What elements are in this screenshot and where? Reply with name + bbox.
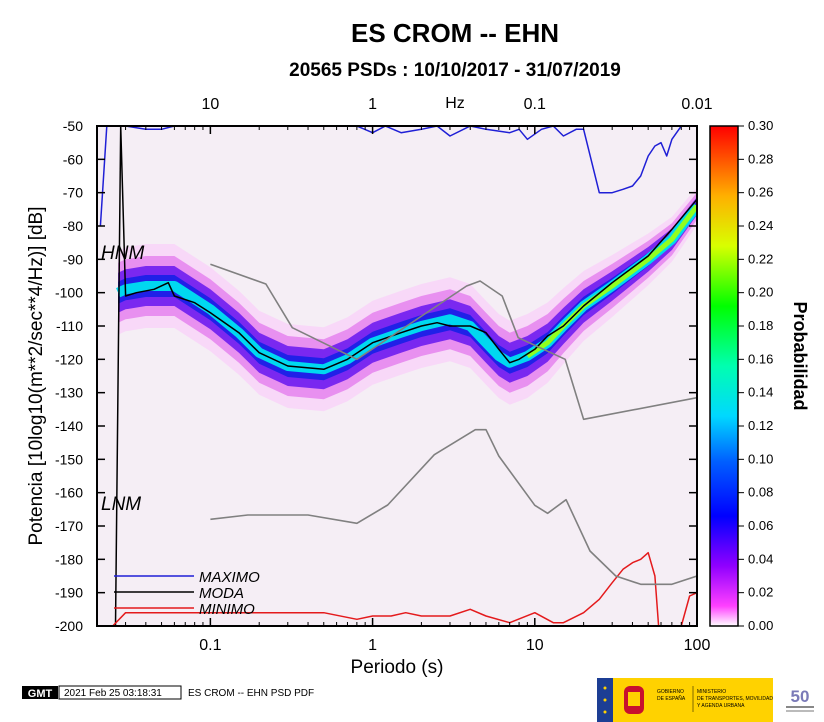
y-tick-label: -140 [55,418,83,434]
ministry-line-5: Y AGENDA URBANA [697,703,745,709]
colorbar-axis: 0.00 0.02 0.04 0.06 0.08 0.10 0.12 0.14 0.16 0.18… [738,118,773,633]
ministry-line-3: MINISTERIO [697,689,726,695]
y-axis-label: Potencia [10log10(m**2/sec**4/Hz)] [dB] [26,206,47,545]
anniversary-bar-icon [786,710,814,712]
gmt-logo-text: GMT [28,688,53,700]
density-core-green [526,204,697,359]
y-tick-label: -180 [55,551,83,567]
eu-star-icon [603,698,607,702]
y-tick-label: -150 [55,451,83,467]
y-tick-label: -90 [63,251,83,267]
x-tick-label: 10 [526,637,544,654]
colorbar-tick-label: 0.22 [748,251,773,266]
ministry-line-4: DE TRANSPORTES, MOVILIDAD [697,696,773,702]
chart-subtitle: 20565 PSDs : 10/10/2017 - 31/07/2019 [289,60,621,81]
timestamp-text: 2021 Feb 25 03:18:31 [64,688,162,699]
colorbar-tick-label: 0.10 [748,451,773,466]
top-axis: 10 1 0.1 0.01 [96,96,713,134]
y-tick-label: -100 [55,285,83,301]
gmt-logo [22,686,58,699]
y-tick-label: -70 [63,185,83,201]
ministry-line-2: DE ESPAÑA [657,695,686,702]
ministry-logo: GOBIERNO DE ESPAÑA MINISTERIO DE TRANSPO… [597,678,773,722]
ministry-line-1: GOBIERNO [657,689,684,695]
legend: MAXIMO MODA MINIMO [114,569,260,618]
plot-frame [96,125,698,627]
colorbar-tick-label: 0.14 [748,385,773,400]
y-tick-label: -160 [55,485,83,501]
coat-of-arms-crown-icon [628,692,640,706]
y-tick-label: -190 [55,585,83,601]
top-axis-unit-label: Hz [445,95,465,112]
legend-label-maximo: MAXIMO [199,569,260,586]
colorbar [709,125,739,627]
x-tick-label: 0.1 [199,637,221,654]
lnm-label: LNM [101,494,141,515]
top-tick-label: 10 [201,96,219,113]
series-line-minimo [100,551,697,626]
colorbar-tick-label: 0.24 [748,218,773,233]
y-tick-label: -130 [55,385,83,401]
colorbar-tick-label: 0.08 [748,485,773,500]
hnm-label: HNM [101,243,144,264]
colorbar-tick-label: 0.04 [748,551,773,566]
series-line-lnm [210,428,697,586]
legend-label-moda: MODA [199,585,244,602]
eu-star-icon [603,710,607,714]
x-axis-label: Periodo (s) [351,657,444,678]
colorbar-tick-label: 0.20 [748,285,773,300]
y-tick-label: -170 [55,518,83,534]
x-tick-label: 1 [368,637,377,654]
footer: GMT 2021 Feb 25 03:18:31 ES CROM -- EHN … [22,685,314,700]
series-line-moda [100,126,697,626]
colorbar-tick-label: 0.02 [748,585,773,600]
colorbar-tick-label: 0.30 [748,118,773,133]
anniversary-logo: 50 [786,687,814,712]
y-tick-label: -60 [63,151,83,167]
y-tick-label: -110 [56,318,83,334]
footer-caption: ES CROM -- EHN PSD PDF [188,688,314,699]
timestamp-box [58,685,182,700]
series-lines [99,126,697,626]
chart-title: ES CROM -- EHN [351,18,559,48]
top-tick-label: 0.1 [524,96,546,113]
colorbar-label: Probabilidad [790,301,810,410]
anniversary-50-icon: 50 [791,687,810,706]
colorbar-tick-label: 0.00 [748,618,773,633]
x-tick-label: 100 [684,637,711,654]
colorbar-tick-label: 0.06 [748,518,773,533]
series-line-maximo [99,126,697,227]
top-tick-label: 1 [368,96,377,113]
legend-label-minimo: MINIMO [199,601,255,618]
y-axis: -50 -60 -70 -80 -90 -100 -110 -120 -130 -140 -150 -… [55,118,697,634]
y-tick-label: -80 [63,218,83,234]
y-tick-label: -50 [63,118,83,134]
colorbar-tick-label: 0.16 [748,351,773,366]
colorbar-tick-label: 0.18 [748,318,773,333]
eu-star-icon [603,686,607,690]
colorbar-tick-label: 0.26 [748,185,773,200]
colorbar-tick-label: 0.28 [748,151,773,166]
anniversary-bar-icon [786,706,814,708]
y-tick-label: -120 [55,351,83,367]
series-line-hnm [210,263,697,421]
x-axis: 0.1 1 10 100 [96,618,711,654]
y-tick-label: -200 [55,618,83,634]
colorbar-tick-label: 0.12 [748,418,773,433]
top-tick-label: 0.01 [681,96,712,113]
